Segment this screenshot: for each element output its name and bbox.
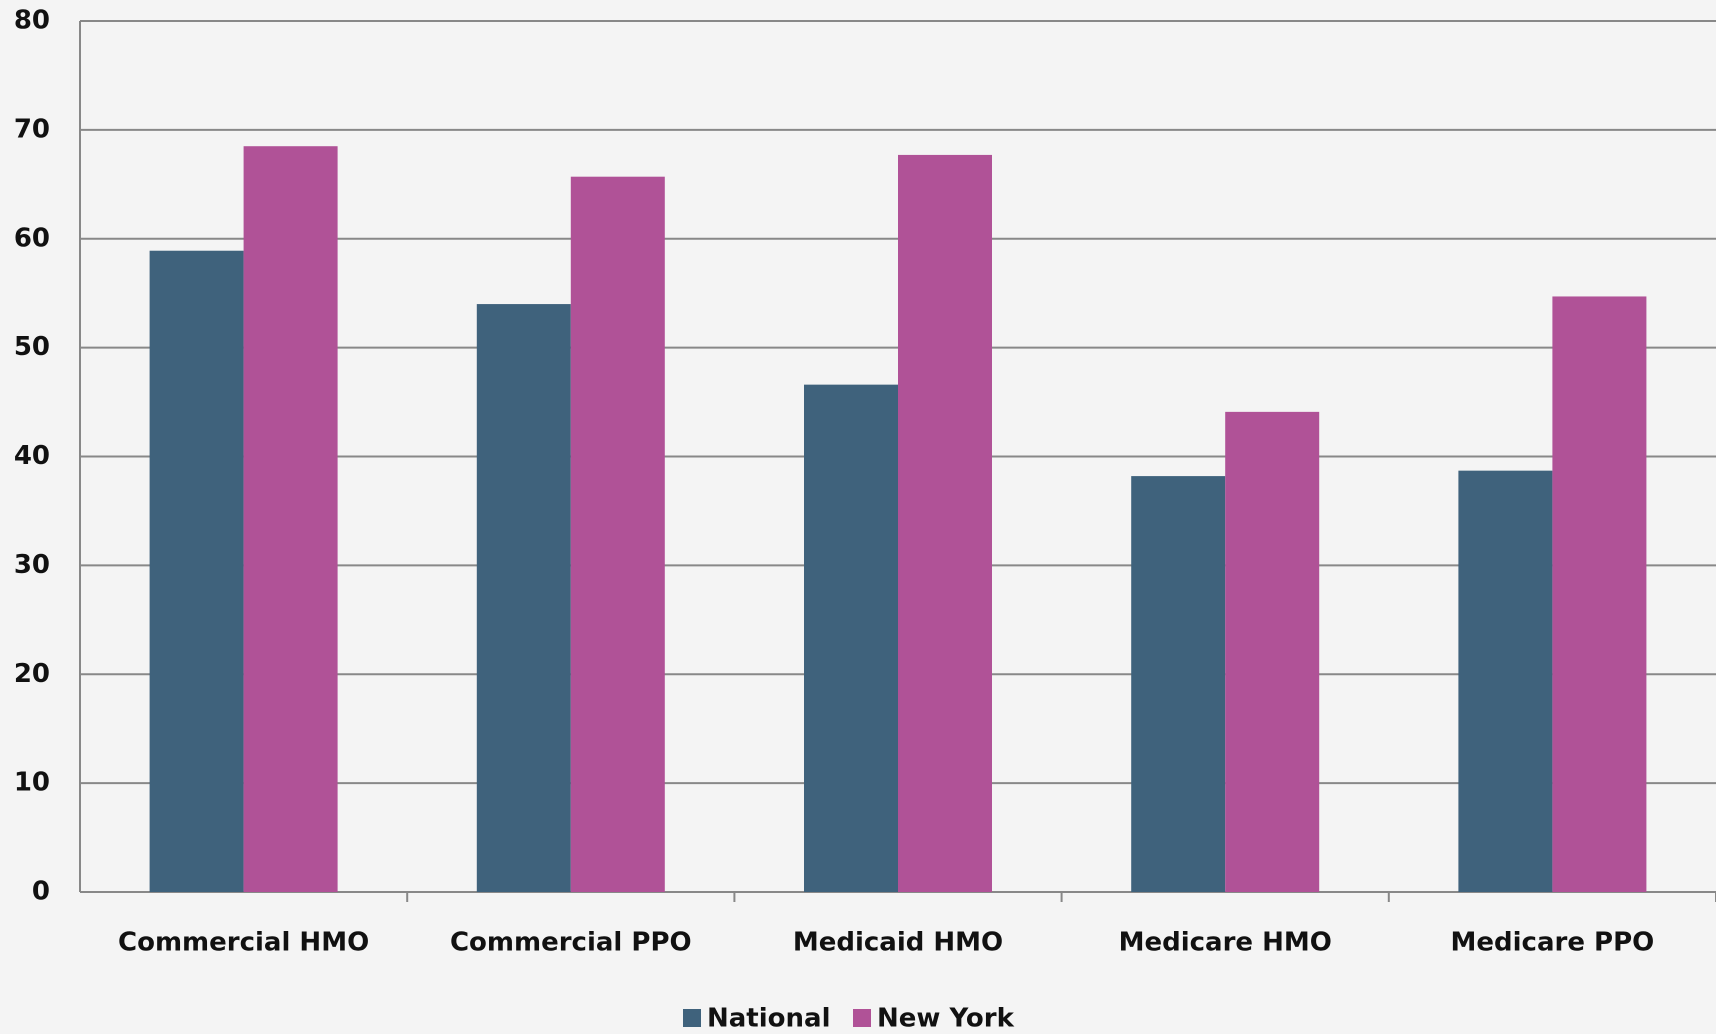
bar [1225,411,1320,892]
y-tick-label: 10 [14,768,50,798]
bar [804,384,898,892]
y-tick-label: 40 [14,441,50,471]
x-tick-label: Medicare PPO [1451,928,1655,958]
x-tick-label: Commercial PPO [450,928,692,958]
y-tick-label: 70 [14,114,50,144]
bar [898,154,992,892]
bar [149,250,244,892]
bar [1552,296,1647,892]
legend-swatch [853,1009,871,1027]
y-tick-label: 80 [14,6,50,36]
bar [570,176,665,892]
bar [476,304,571,892]
y-tick-label: 0 [32,877,50,907]
legend-label: New York [877,1004,1015,1034]
x-tick-label: Medicare HMO [1119,928,1332,958]
y-tick-label: 20 [14,659,50,689]
x-tick-label: Medicaid HMO [793,928,1003,958]
legend-swatch [683,1009,701,1027]
y-tick-label: 50 [14,332,50,362]
y-tick-label: 30 [14,550,50,580]
x-tick-label: Commercial HMO [118,928,369,958]
bar [1131,476,1226,892]
legend-label: National [707,1004,830,1034]
bar [1458,470,1553,892]
y-tick-label: 60 [14,223,50,253]
bar [243,146,338,893]
